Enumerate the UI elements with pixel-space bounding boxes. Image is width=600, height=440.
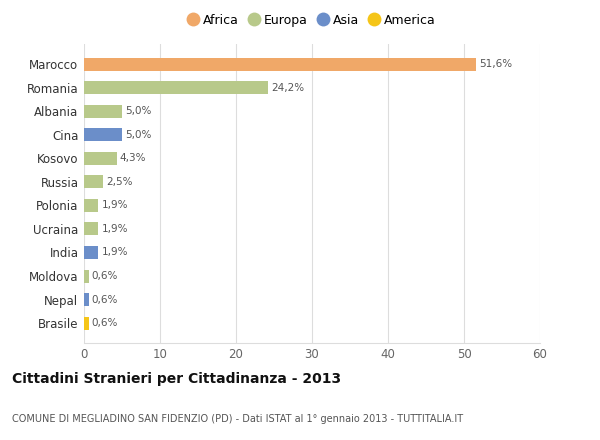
Bar [84, 176, 103, 188]
Bar [84, 223, 98, 235]
Text: 4,3%: 4,3% [120, 153, 146, 163]
Text: 0,6%: 0,6% [92, 294, 118, 304]
Bar [84, 105, 122, 117]
Bar [84, 293, 89, 306]
Text: 51,6%: 51,6% [479, 59, 512, 69]
Bar [84, 246, 98, 259]
Text: COMUNE DI MEGLIADINO SAN FIDENZIO (PD) - Dati ISTAT al 1° gennaio 2013 - TUTTITA: COMUNE DI MEGLIADINO SAN FIDENZIO (PD) -… [12, 414, 463, 425]
Text: 1,9%: 1,9% [101, 247, 128, 257]
Bar [84, 317, 89, 330]
Text: 2,5%: 2,5% [106, 177, 133, 187]
Text: 24,2%: 24,2% [271, 83, 304, 93]
Bar [84, 270, 89, 282]
Text: 5,0%: 5,0% [125, 130, 151, 140]
Text: 1,9%: 1,9% [101, 200, 128, 210]
Text: 1,9%: 1,9% [101, 224, 128, 234]
Legend: Africa, Europa, Asia, America: Africa, Europa, Asia, America [183, 9, 441, 32]
Bar [84, 58, 476, 70]
Bar [84, 81, 268, 94]
Bar [84, 152, 116, 165]
Text: 0,6%: 0,6% [92, 271, 118, 281]
Bar [84, 128, 122, 141]
Text: 5,0%: 5,0% [125, 106, 151, 116]
Text: Cittadini Stranieri per Cittadinanza - 2013: Cittadini Stranieri per Cittadinanza - 2… [12, 372, 341, 386]
Bar [84, 199, 98, 212]
Text: 0,6%: 0,6% [92, 318, 118, 328]
